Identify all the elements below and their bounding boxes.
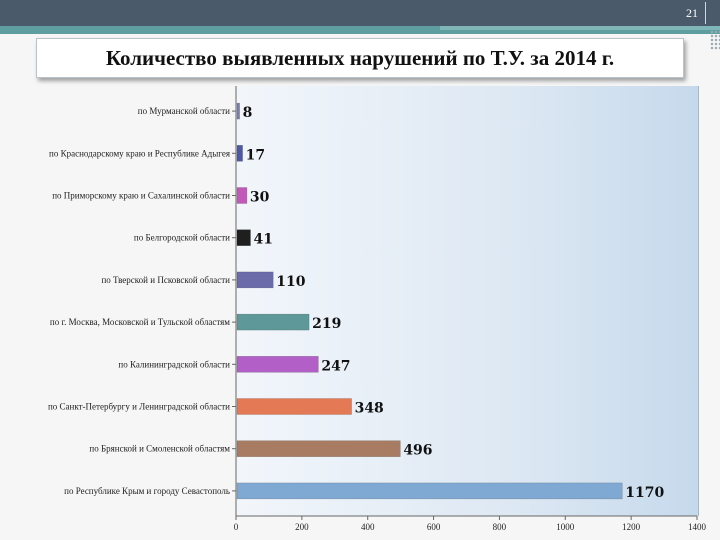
category-label: по Республике Крым и городу Севастополь <box>64 486 230 496</box>
accent-strip-light <box>440 26 720 30</box>
title-box: Количество выявленных нарушений по Т.У. … <box>36 38 684 78</box>
x-tick-label: 0 <box>234 522 239 532</box>
category-label: по Белгородской области <box>134 233 230 243</box>
value-label: 1170 <box>625 485 664 501</box>
bar <box>236 440 401 457</box>
bar <box>236 145 243 162</box>
x-tick-label: 600 <box>427 522 441 532</box>
category-label: по Тверской и Псковской области <box>101 275 230 285</box>
value-label: 219 <box>312 316 341 332</box>
category-label: по г. Москва, Московской и Тульской обла… <box>50 317 230 327</box>
value-label: 348 <box>355 401 384 417</box>
category-label: по Приморскому краю и Сахалинской област… <box>52 191 230 201</box>
category-label: по Краснодарскому краю и Республике Адыг… <box>49 148 230 158</box>
value-label: 110 <box>276 274 305 290</box>
bar <box>236 482 623 500</box>
bar <box>236 398 352 415</box>
value-label: 30 <box>250 190 270 206</box>
bar <box>236 187 248 204</box>
value-label: 8 <box>243 105 253 121</box>
bar <box>236 102 240 120</box>
value-label: 496 <box>403 443 432 459</box>
value-label: 247 <box>321 358 350 374</box>
category-label: по Санкт-Петербургу и Ленинградской обла… <box>48 402 230 412</box>
x-tick-label: 200 <box>295 522 309 532</box>
slide-number: 21 <box>686 6 698 20</box>
bar <box>236 356 319 373</box>
value-label: 41 <box>254 232 273 248</box>
x-tick-label: 800 <box>493 522 507 532</box>
x-tick-label: 400 <box>361 522 375 532</box>
x-tick-label: 1400 <box>688 522 707 532</box>
bar <box>236 229 251 246</box>
category-label: по Брянской и Смоленской областям <box>89 444 230 454</box>
bar <box>236 313 310 331</box>
bar <box>236 271 274 289</box>
x-tick-label: 1200 <box>622 522 641 532</box>
top-bar: 21 <box>0 0 720 26</box>
slide-number-divider <box>705 2 706 24</box>
category-label: по Мурманской области <box>138 106 230 116</box>
x-tick-label: 1000 <box>556 522 575 532</box>
accent-strip <box>0 26 720 34</box>
category-label: по Калининградской области <box>118 359 230 369</box>
dotted-corner-decoration <box>710 30 720 50</box>
chart-title: Количество выявленных нарушений по Т.У. … <box>105 45 615 70</box>
value-label: 17 <box>246 147 265 163</box>
